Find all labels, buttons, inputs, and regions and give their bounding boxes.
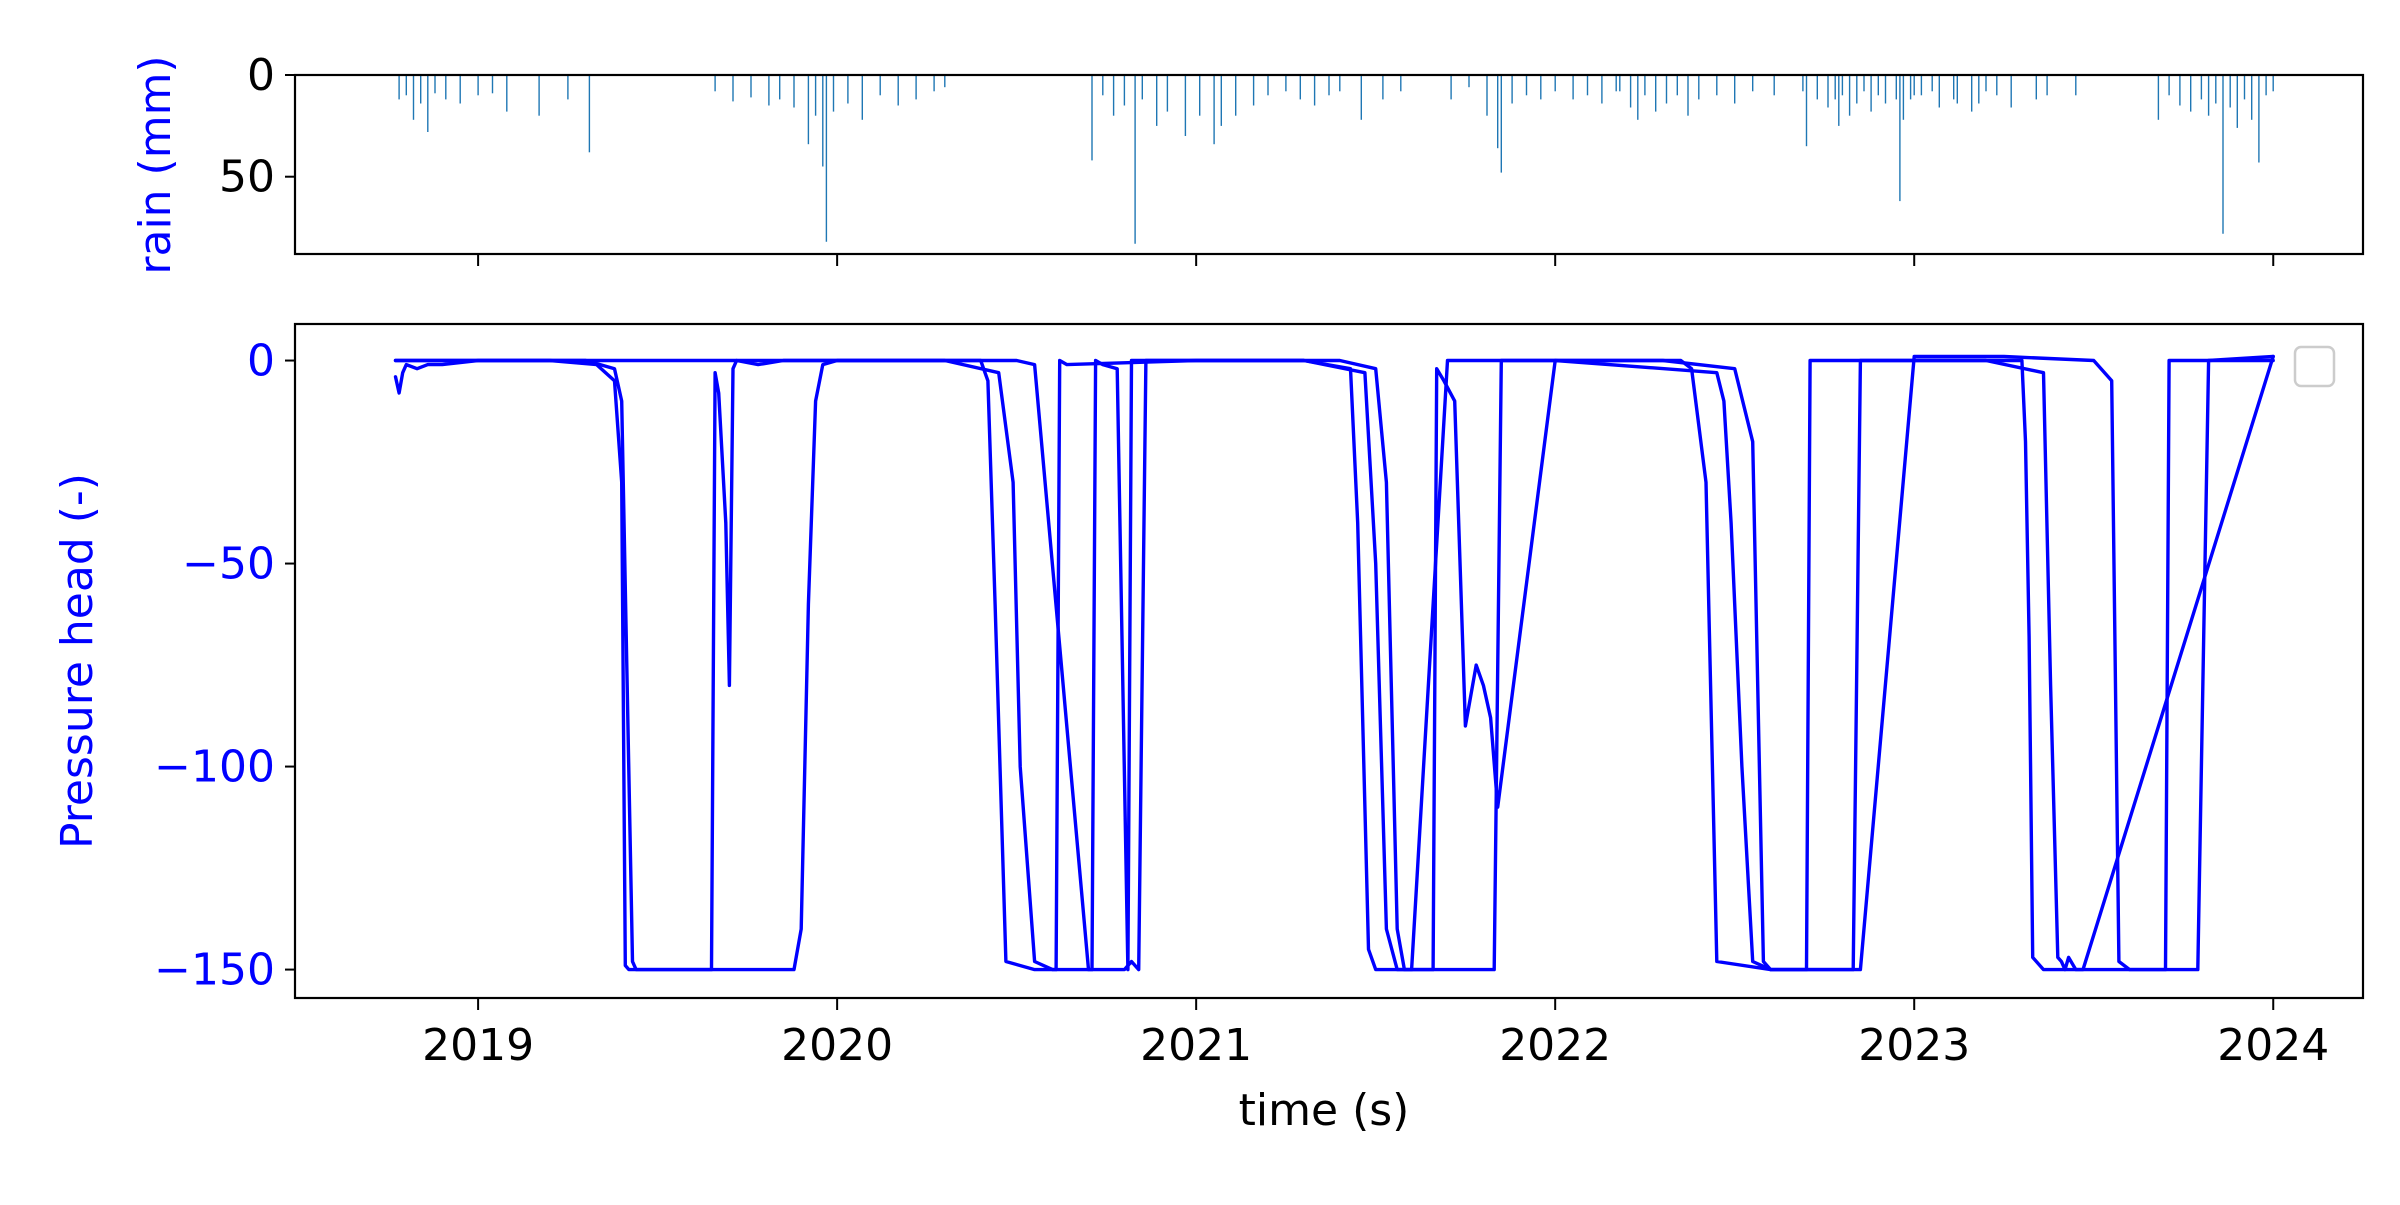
rain-y-ticks: 0 50 [219,50,295,203]
pressure-series [393,354,2275,972]
legend-box [2293,345,2336,388]
pressure-y-tick-label: −100 [154,742,275,793]
rain-axes-frame [293,73,2365,256]
pressure-y-tick-label: −50 [182,539,275,590]
x-tick-label: 2021 [1140,1020,1252,1071]
x-tick-label: 2022 [1499,1020,1611,1071]
x-tick-label: 2023 [1858,1020,1970,1071]
rain-bars [398,75,2274,244]
x-axis-label: time (s) [1239,1085,1410,1136]
rain-y-tick-label: 50 [219,152,275,203]
pressure-axes-frame [293,322,2365,1000]
pressure-panel: 0 −50 −100 −150 2019 2020 2021 2022 2023 2024 Pr… [52,322,2365,1136]
rain-y-tick-label: 0 [247,50,275,101]
rain-y-axis-label: rain (mm) [130,55,181,274]
pressure-series-line [393,354,2275,972]
pressure-series-line [393,354,2275,972]
pressure-y-tick-label: 0 [247,336,275,387]
pressure-y-tick-label: −150 [154,945,275,996]
rain-x-ticks [477,254,2275,266]
x-tick-label: 2020 [781,1020,893,1071]
rain-panel: 0 50 rain (mm) [130,50,2365,275]
pressure-y-axis-label: Pressure head (-) [52,473,103,849]
x-tick-label: 2019 [422,1020,534,1071]
x-tick-label: 2024 [2217,1020,2329,1071]
pressure-series-line [393,354,2275,972]
pressure-y-ticks: 0 −50 −100 −150 [154,336,295,996]
pressure-x-ticks: 2019 2020 2021 2022 2023 2024 [422,998,2329,1071]
